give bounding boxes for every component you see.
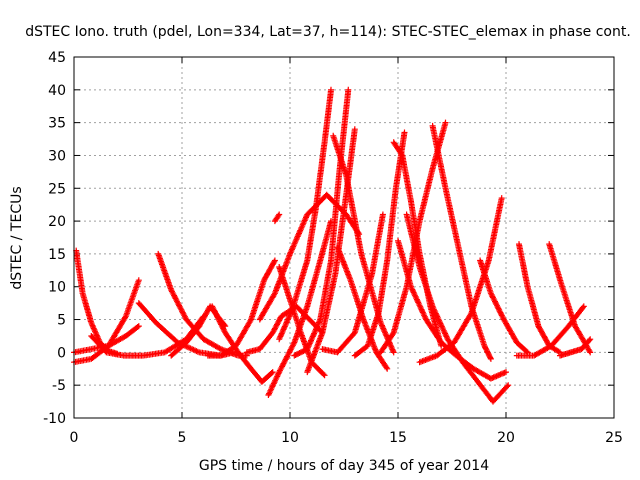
series-markers	[276, 86, 334, 343]
x-tick-label: 25	[605, 430, 623, 446]
y-tick-label: 15	[48, 247, 66, 263]
series-markers	[403, 211, 512, 405]
series-markers	[271, 211, 283, 225]
x-tick-label: 0	[70, 430, 79, 446]
y-tick-label: 45	[48, 50, 66, 66]
series-markers	[265, 218, 334, 398]
y-tick-label: 25	[48, 181, 66, 197]
x-tick-label: 15	[389, 430, 407, 446]
y-tick-label: -5	[52, 378, 66, 394]
plot-frame	[73, 56, 615, 419]
series-arc-32	[557, 336, 594, 359]
plot-area	[71, 86, 594, 405]
series-arc-31	[513, 303, 587, 359]
x-tick-label: 10	[281, 430, 299, 446]
series-markers	[276, 264, 328, 379]
y-tick-label: 20	[48, 214, 66, 230]
y-tick-label: 10	[48, 280, 66, 296]
series-arc-25	[403, 211, 512, 405]
axis-ticks: 0 5 10 15 20 25 -10 -5 0 5 10 15 20 25 30 35 40 45	[43, 50, 623, 446]
x-tick-label: 20	[497, 430, 515, 446]
series-arc-15	[276, 264, 328, 379]
y-tick-label: 5	[57, 313, 66, 329]
series-arc-13	[271, 211, 283, 225]
series-arc-20	[319, 211, 386, 356]
y-axis-label: dSTEC / TECUs	[9, 186, 25, 289]
y-tick-label: 0	[57, 345, 66, 361]
series-markers	[557, 336, 594, 359]
series-arc-28	[477, 257, 531, 356]
series-arc-14	[276, 86, 334, 343]
y-tick-label: 40	[48, 83, 66, 99]
x-tick-label: 5	[178, 430, 187, 446]
series-arc-09	[209, 303, 276, 385]
series-markers	[513, 303, 587, 359]
series-markers	[204, 257, 278, 359]
x-axis-label: GPS time / hours of day 345 of year 2014	[199, 458, 489, 474]
series-arc-12	[265, 218, 334, 398]
series-markers	[416, 195, 505, 366]
series-arc-27	[416, 195, 505, 366]
y-tick-label: -10	[43, 411, 66, 427]
chart-title: dSTEC Iono. truth (pdel, Lon=334, Lat=37…	[25, 24, 631, 40]
series-markers	[319, 211, 386, 356]
series-markers	[209, 303, 276, 385]
series-arc-19	[334, 244, 391, 372]
series-arc-08	[204, 257, 278, 359]
series-markers	[334, 244, 391, 372]
series-markers	[477, 257, 531, 356]
y-tick-label: 30	[48, 148, 66, 164]
y-tick-label: 35	[48, 116, 66, 132]
